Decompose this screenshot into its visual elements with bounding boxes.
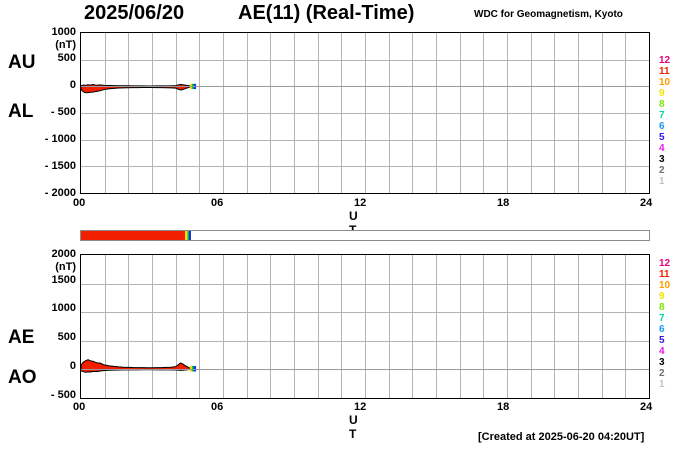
legend-item-2: 2 — [659, 165, 665, 176]
bottom-xaxis-title: U T — [349, 413, 359, 441]
bottom-ytick-1500: 1500 — [51, 274, 76, 286]
top-plot-svg — [81, 33, 649, 193]
top-legend: 12 11 10 9 8 7 6 5 4 3 2 1 — [659, 55, 681, 187]
legend-item-12: 12 — [659, 258, 671, 269]
top-xtick-24: 24 — [640, 197, 653, 209]
top-xtick-12: 12 — [354, 197, 367, 209]
top-ytick-500: 500 — [57, 52, 76, 64]
legend-item-11: 11 — [659, 66, 670, 77]
legend-item-9: 9 — [659, 88, 665, 99]
legend-item-7: 7 — [659, 110, 665, 121]
legend-item-4: 4 — [659, 346, 665, 357]
top-xtick-18: 18 — [497, 197, 510, 209]
bottom-plot-svg — [81, 255, 649, 398]
legend-item-3: 3 — [659, 154, 665, 165]
component-label-ae: AE — [8, 327, 35, 348]
legend-item-6: 6 — [659, 324, 665, 335]
legend-item-3: 3 — [659, 357, 665, 368]
top-ytick-minus500: - 500 — [50, 106, 76, 118]
top-ytick-0: 0 — [69, 79, 76, 91]
bottom-xtick-00: 00 — [73, 401, 86, 413]
legend-item-6: 6 — [659, 121, 665, 132]
top-yaxis-unit: (nT) — [55, 39, 76, 51]
data-coverage-bar — [80, 230, 650, 241]
top-ytick-minus1000: - 1000 — [44, 133, 76, 145]
component-label-ao: AO — [8, 367, 37, 388]
legend-item-10: 10 — [659, 280, 671, 291]
legend-item-1: 1 — [659, 176, 665, 187]
bottom-ytick-0: 0 — [69, 360, 76, 372]
legend-item-8: 8 — [659, 302, 665, 313]
component-label-al: AL — [8, 101, 34, 122]
legend-item-9: 9 — [659, 291, 665, 302]
bottom-xtick-18: 18 — [497, 401, 510, 413]
bottom-ytick-500: 500 — [57, 331, 76, 343]
legend-item-11: 11 — [659, 269, 670, 280]
top-plot-area — [80, 32, 650, 194]
top-ytick-1000: 1000 — [51, 26, 76, 38]
bottom-legend: 12 11 10 9 8 7 6 5 4 3 2 1 — [659, 258, 681, 390]
top-ytick-minus2000: - 2000 — [44, 187, 76, 199]
top-xtick-00: 00 — [73, 197, 86, 209]
component-label-au: AU — [8, 52, 36, 73]
legend-item-5: 5 — [659, 335, 665, 346]
legend-item-10: 10 — [659, 77, 671, 88]
bottom-xtick-12: 12 — [354, 401, 367, 413]
legend-item-8: 8 — [659, 99, 665, 110]
bottom-ytick-1000: 1000 — [51, 302, 76, 314]
coverage-tip — [185, 231, 191, 240]
bottom-ytick-minus500: - 500 — [50, 389, 76, 401]
top-ytick-minus1500: - 1500 — [44, 160, 76, 172]
created-timestamp: [Created at 2025-06-20 04:20UT] — [478, 431, 645, 443]
bottom-yaxis-unit: (nT) — [55, 261, 76, 273]
legend-item-4: 4 — [659, 143, 665, 154]
chart-date: 2025/06/20 — [84, 2, 185, 24]
bottom-xtick-06: 06 — [211, 401, 224, 413]
legend-item-1: 1 — [659, 379, 665, 390]
organization-label: WDC for Geomagnetism, Kyoto — [474, 9, 623, 20]
bottom-xtick-24: 24 — [640, 401, 653, 413]
bottom-plot-area — [80, 254, 650, 399]
bottom-ytick-2000: 2000 — [51, 248, 76, 260]
legend-item-7: 7 — [659, 313, 665, 324]
top-xtick-06: 06 — [211, 197, 224, 209]
coverage-fill — [81, 231, 185, 240]
legend-item-5: 5 — [659, 132, 665, 143]
legend-item-12: 12 — [659, 55, 671, 66]
page-title: AE(11) (Real-Time) — [238, 2, 415, 24]
legend-item-2: 2 — [659, 368, 665, 379]
